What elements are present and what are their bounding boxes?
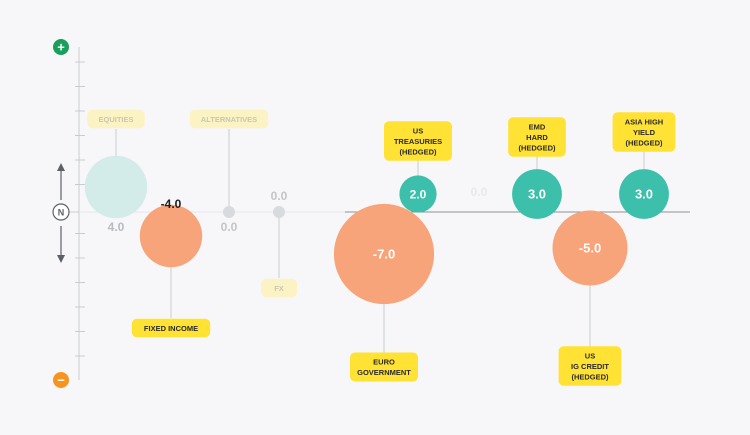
point-7-category-label-text: (HEDGED) — [518, 143, 556, 152]
point-8-category-label: US IG CREDIT(HEDGED) — [558, 346, 622, 386]
point-2-category-label-text: ALTERNATIVES — [201, 115, 257, 124]
point-9-category-label: ASIA HIGH YIELD(HEDGED) — [612, 112, 676, 152]
point-8-category-label-bg — [558, 346, 622, 386]
point-3-value-label: 0.0 — [271, 189, 288, 203]
plus-icon — [53, 39, 69, 55]
point-5-bubble — [399, 175, 437, 213]
point-8-bubble — [552, 210, 628, 286]
point-9-category-label-text: (HEDGED) — [625, 138, 663, 147]
point-9-category-label-bg — [612, 112, 676, 152]
point-2-value-label: 0.0 — [221, 220, 238, 234]
point-5-value-label: 2.0 — [410, 188, 427, 202]
plus-label: + — [57, 40, 65, 55]
point-4-bubble — [333, 203, 435, 305]
down-arrow-icon — [57, 255, 65, 263]
point-9-bubble — [619, 169, 669, 219]
point-8-category-label-text: (HEDGED) — [571, 372, 609, 381]
point-1-bubble — [139, 204, 203, 268]
point-9-category-label-text: ASIA HIGH — [625, 117, 663, 126]
point-3-bubble — [273, 206, 285, 218]
point-4-value-label: -7.0 — [373, 247, 395, 262]
minus-label: − — [57, 373, 65, 388]
point-6-value-label: 0.0 — [471, 185, 488, 199]
point-2-category-label: ALTERNATIVES — [189, 109, 269, 129]
point-5-category-label-text: (HEDGED) — [399, 147, 437, 156]
point-0-category-label: EQUITIES — [87, 109, 145, 129]
minus-icon — [53, 372, 69, 388]
point-8-category-label-text: IG CREDIT — [571, 362, 609, 371]
point-7-category-label-text: HARD — [526, 133, 548, 142]
up-arrow-icon — [57, 163, 65, 171]
point-4-category-label-text: GOVERNMENT — [357, 368, 411, 377]
point-7-category-label-text: EMD — [529, 122, 546, 131]
point-0-category-label-bg — [87, 109, 145, 129]
point-9-category-label-text: YIELD — [633, 128, 656, 137]
point-0-value-label: 4.0 — [108, 220, 125, 234]
neutral-label: N — [58, 208, 65, 218]
point-8-category-label-text: US — [585, 351, 595, 360]
point-5-category-label: US TREASURIES(HEDGED) — [384, 121, 452, 161]
point-4-category-label-text: EURO — [373, 358, 395, 367]
point-0-category-label-text: EQUITIES — [98, 115, 133, 124]
point-7-category-label: EMD HARD(HEDGED) — [508, 117, 566, 157]
point-3-category-label-bg — [261, 278, 297, 298]
point-3-category-label: FX — [261, 278, 297, 298]
neutral-icon — [52, 203, 70, 221]
point-0-bubble — [84, 155, 148, 219]
point-7-value-label: 3.0 — [528, 187, 546, 202]
point-4-category-label-bg — [350, 352, 418, 382]
point-5-category-label-text: US — [413, 126, 423, 135]
point-5-category-label-text: TREASURIES — [394, 137, 442, 146]
point-3-category-label-text: FX — [274, 284, 284, 293]
point-5-category-label-bg — [384, 121, 452, 161]
point-9-value-label: 3.0 — [635, 187, 653, 202]
point-1-category-label-bg — [131, 318, 211, 338]
point-1-category-label-text: FIXED INCOME — [144, 324, 198, 333]
point-1-category-label: FIXED INCOME — [131, 318, 211, 338]
point-2-bubble — [223, 206, 235, 218]
point-8-value-label: -5.0 — [579, 241, 601, 256]
point-2-category-label-bg — [189, 109, 269, 129]
point-1-value-label: -4.0 — [161, 197, 182, 211]
point-7-bubble — [512, 169, 562, 219]
point-7-category-label-bg — [508, 117, 566, 157]
